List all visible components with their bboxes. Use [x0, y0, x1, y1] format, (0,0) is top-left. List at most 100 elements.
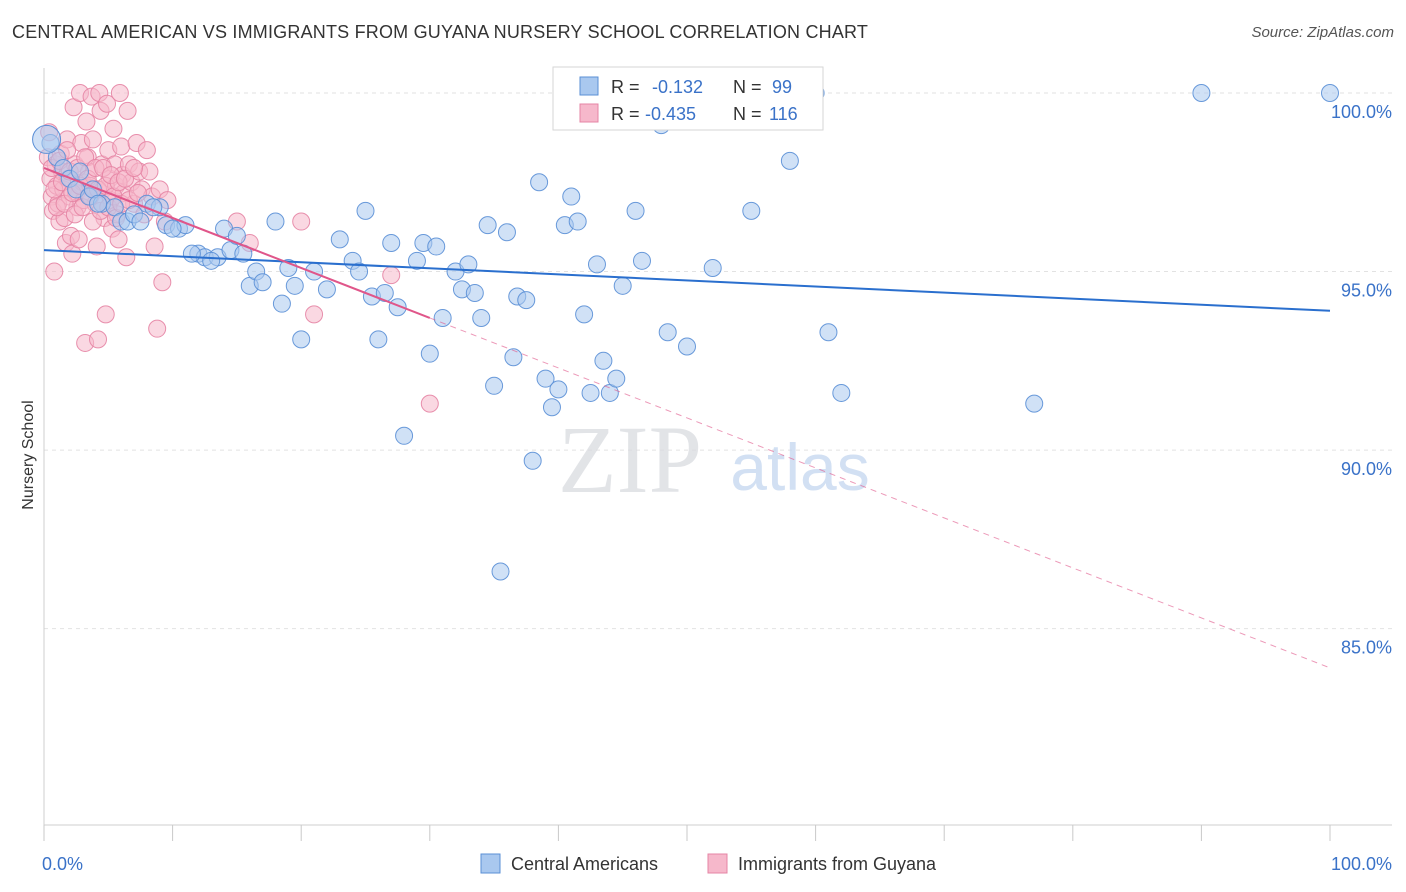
guyana-point [305, 305, 324, 324]
guyana-point [96, 305, 115, 324]
guyana-point [145, 237, 164, 256]
central-american-point [472, 308, 491, 327]
guyana-point [77, 112, 96, 131]
central-american-point [678, 337, 696, 356]
central-american-point [626, 201, 645, 220]
guyana-trendline [43, 167, 431, 319]
y-tick-label: 100.0% [1331, 102, 1392, 122]
guyana-point [382, 266, 401, 285]
guyana-point [148, 319, 167, 338]
central-american-point [504, 348, 523, 367]
guyana-point [89, 330, 108, 349]
central-american-point [613, 276, 632, 295]
y-tick-label: 90.0% [1341, 459, 1392, 479]
central-american-point [658, 323, 677, 342]
guyana-point [87, 237, 106, 256]
central-american-point [536, 369, 555, 388]
central-american-point [491, 562, 510, 581]
stats-legend-n-value: 99 [772, 77, 792, 97]
central-american-point [1321, 83, 1339, 102]
central-american-point [542, 398, 561, 417]
central-american-point [272, 294, 291, 313]
central-american-point [285, 276, 304, 295]
stats-legend-swatch-blue [579, 76, 599, 96]
central-american-point [266, 212, 285, 231]
guyana-point [98, 94, 117, 113]
central-american-point [71, 162, 90, 181]
y-tick-label: 85.0% [1341, 638, 1392, 658]
guyana-point [110, 83, 129, 102]
stats-legend-n-label: N = [733, 104, 762, 124]
source-credit: Source: ZipAtlas.com [1251, 24, 1394, 41]
watermark: ZIP atlas [558, 406, 870, 513]
central-american-point [420, 344, 439, 363]
x-tick-label: 100.0% [1331, 854, 1392, 874]
central-american-point [395, 426, 414, 445]
central-american-point [523, 451, 542, 470]
watermark-atlas: atlas [730, 430, 869, 504]
guyana-point [112, 137, 131, 156]
central-american-point [292, 330, 311, 349]
stats-legend: R = -0.132 N = 99 R = -0.435 N = 116 [552, 66, 824, 131]
central-american-point [202, 251, 221, 270]
guyana-point [153, 273, 172, 292]
central-american-point [832, 383, 851, 402]
grid [44, 92, 1392, 630]
watermark-zip: ZIP [558, 406, 702, 513]
stats-legend-r-value: -0.435 [645, 104, 696, 124]
central-american-point [485, 376, 504, 395]
guyana-point [118, 101, 137, 120]
central-american-point [581, 383, 600, 402]
central-american-point [369, 330, 388, 349]
central-american-point [317, 280, 336, 299]
legend-swatch-guyana [707, 853, 728, 874]
central-american-point [465, 283, 484, 302]
central-american-point [632, 251, 651, 270]
central-american-point [1025, 394, 1044, 413]
central-american-point [562, 187, 581, 206]
central-american-point [433, 308, 452, 327]
central-american-point [356, 201, 375, 220]
central-american-point [607, 369, 626, 388]
stats-legend-r-value: -0.132 [652, 77, 703, 97]
guyana-point [83, 130, 102, 149]
guyana-point [109, 230, 128, 249]
guyana-point [45, 262, 64, 281]
central-american-point [89, 194, 108, 213]
guyana-point [125, 158, 144, 177]
trendlines [43, 167, 1331, 669]
axes: 85.0% 90.0% 95.0% 100.0% 0.0% 100.0% [42, 68, 1392, 874]
central-american-point [382, 233, 401, 252]
central-american-point [350, 262, 369, 281]
central-american-point [163, 219, 182, 238]
central-american-point [253, 273, 272, 292]
legend-swatch-central-americans [480, 853, 501, 874]
central-american-point [587, 255, 606, 274]
stats-legend-r-label: R = [611, 77, 640, 97]
guyana-point [292, 212, 311, 231]
central-american-point [131, 212, 150, 231]
stats-legend-n-label: N = [733, 77, 762, 97]
legend-label-guyana: Immigrants from Guyana [738, 854, 937, 874]
y-axis-label: Nursery School [20, 400, 37, 509]
central-american-point [459, 255, 478, 274]
central-american-point [227, 226, 246, 245]
central-american-point [549, 380, 568, 399]
x-tick-label: 0.0% [42, 854, 83, 874]
central-american-point [1192, 83, 1211, 102]
central-american-points [32, 80, 1339, 581]
stats-legend-n-value: 116 [769, 104, 798, 124]
central-american-point [594, 351, 613, 370]
guyana-point [420, 394, 439, 413]
central-american-point [780, 151, 799, 170]
chart-title: CENTRAL AMERICAN VS IMMIGRANTS FROM GUYA… [12, 22, 869, 42]
central-american-point [517, 291, 536, 310]
stats-legend-swatch-pink [579, 103, 599, 123]
guyana-point [104, 119, 123, 138]
central-american-point [497, 223, 516, 242]
stats-legend-r-label: R = [611, 104, 640, 124]
central-american-point [575, 305, 594, 324]
guyana-point [117, 248, 136, 267]
